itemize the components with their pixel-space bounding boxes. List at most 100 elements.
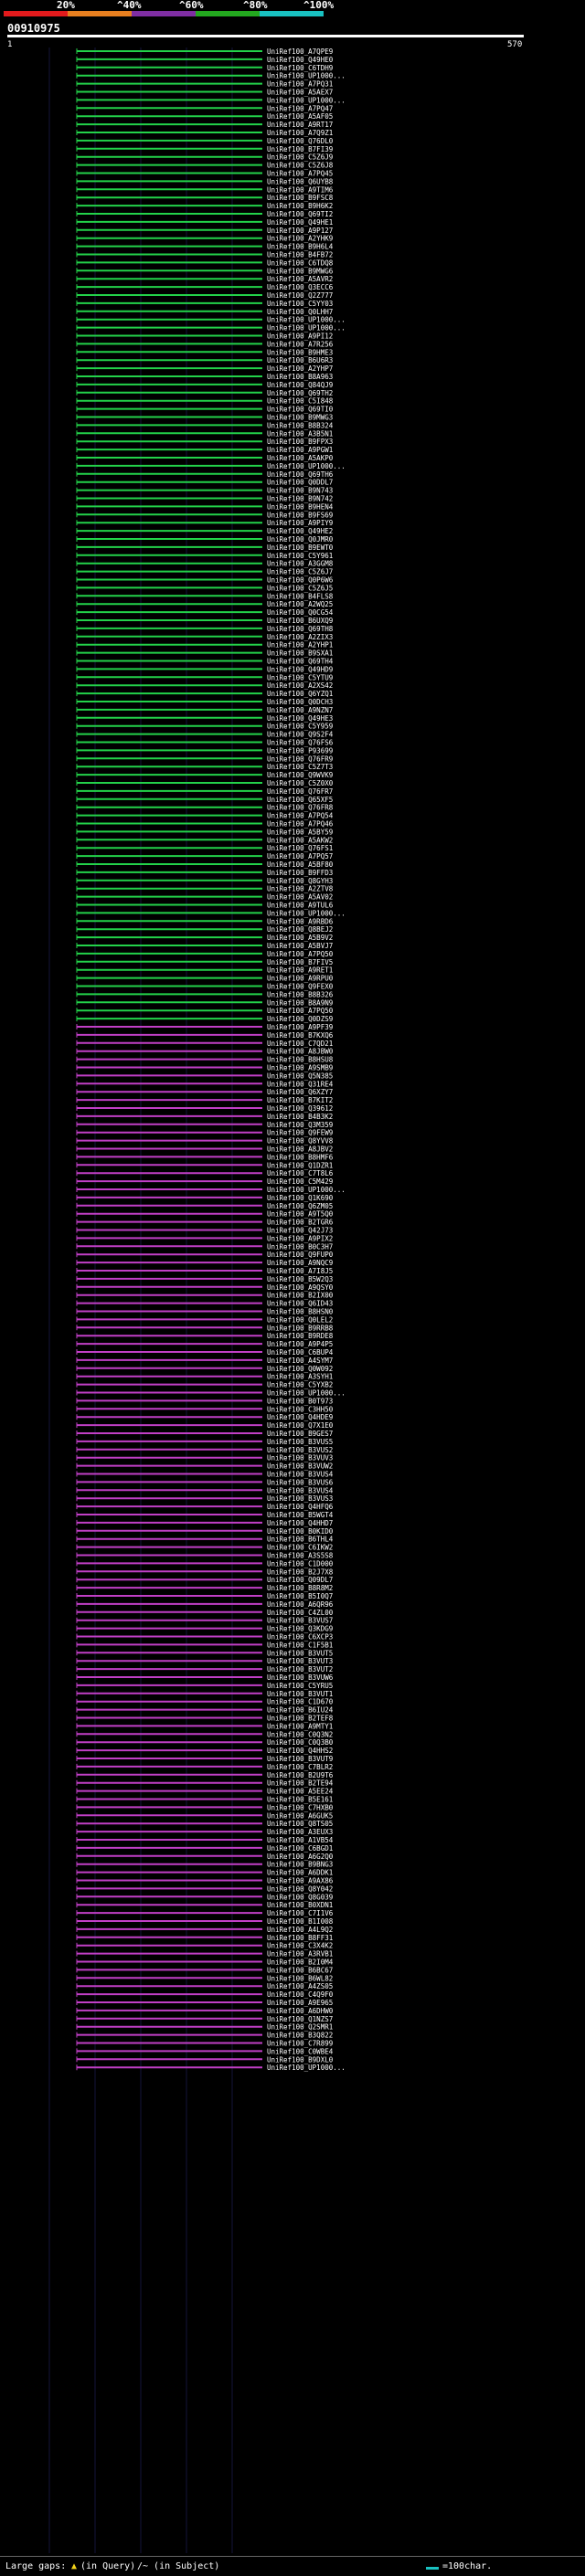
hit-row[interactable]: UniRef100_C5YXB2 bbox=[76, 1381, 333, 1389]
hit-label[interactable]: UniRef100_A6DHW0 bbox=[267, 2007, 334, 2015]
hit-row[interactable]: UniRef100_A5AEX7 bbox=[76, 89, 333, 97]
hit-row[interactable]: UniRef100_B1I008 bbox=[76, 1917, 334, 1926]
hit-row[interactable]: UniRef100_B6THL4 bbox=[76, 1536, 334, 1544]
hit-row[interactable]: UniRef100_A6DHW0 bbox=[76, 2007, 334, 2015]
hit-row[interactable]: UniRef100_B0T973 bbox=[76, 1397, 333, 1405]
hit-label[interactable]: UniRef100_C5Z6J7 bbox=[267, 568, 333, 576]
hit-label[interactable]: UniRef100_B9MWG6 bbox=[267, 267, 334, 275]
hit-row[interactable]: UniRef100_Q49HE1 bbox=[76, 218, 333, 227]
hit-row[interactable]: UniRef100_Q0LEL2 bbox=[76, 1315, 333, 1324]
hit-label[interactable]: UniRef100_A2WQ25 bbox=[267, 600, 333, 608]
hit-label[interactable]: UniRef100_B3VUS6 bbox=[267, 1478, 334, 1486]
hit-label[interactable]: UniRef100_C5Y959 bbox=[267, 723, 333, 731]
hit-row[interactable]: UniRef100_B9H6K2 bbox=[76, 202, 333, 210]
hit-label[interactable]: UniRef100_Q9FEW9 bbox=[267, 1129, 333, 1137]
hit-row[interactable]: UniRef100_Q4HDE9 bbox=[76, 1413, 333, 1421]
hit-row[interactable]: UniRef100_B6IU24 bbox=[76, 1706, 334, 1715]
hit-row[interactable]: UniRef100_A9P4P5 bbox=[76, 1340, 333, 1348]
hit-row[interactable]: UniRef100_A3EUX3 bbox=[76, 1828, 333, 1836]
hit-label[interactable]: UniRef100_Q4HHS2 bbox=[267, 1747, 333, 1755]
hit-row[interactable]: UniRef100_A3RVB1 bbox=[76, 1950, 333, 1958]
hit-label[interactable]: UniRef100_B8B324 bbox=[267, 421, 334, 429]
hit-label[interactable]: UniRef100_UP1000... bbox=[267, 462, 346, 470]
hit-row[interactable]: UniRef100_Q0W092 bbox=[76, 1365, 333, 1373]
hit-label[interactable]: UniRef100_B3VUS4 bbox=[267, 1471, 334, 1479]
hit-label[interactable]: UniRef100_C3HH50 bbox=[267, 1405, 334, 1413]
hit-label[interactable]: UniRef100_A8JBW0 bbox=[267, 1048, 334, 1056]
hit-row[interactable]: UniRef100_A3B5N1 bbox=[76, 429, 333, 438]
hit-row[interactable]: UniRef100_A5BVJ7 bbox=[76, 942, 333, 950]
hit-row[interactable]: UniRef100_A5EE24 bbox=[76, 1788, 334, 1796]
hit-row[interactable]: UniRef100_B5I0Q7 bbox=[76, 1592, 333, 1600]
hit-row[interactable]: UniRef100_A7QPE9 bbox=[76, 48, 333, 56]
hit-label[interactable]: UniRef100_Q0CG54 bbox=[267, 608, 334, 617]
hit-label[interactable]: UniRef100_A3S5S8 bbox=[267, 1552, 334, 1560]
hit-row[interactable]: UniRef100_Q42J73 bbox=[76, 1227, 333, 1235]
hit-label[interactable]: UniRef100_B9HME3 bbox=[267, 348, 333, 356]
hit-label[interactable]: UniRef100_Q49HE1 bbox=[267, 218, 333, 227]
hit-row[interactable]: UniRef100_Q9FEW9 bbox=[76, 1129, 333, 1137]
hit-label[interactable]: UniRef100_C4ZL00 bbox=[267, 1609, 334, 1617]
hit-row[interactable]: UniRef100_B3VUT2 bbox=[76, 1665, 333, 1673]
hit-label[interactable]: UniRef100_A7PQ54 bbox=[267, 812, 334, 820]
hit-row[interactable]: UniRef100_A7PQ31 bbox=[76, 80, 333, 89]
hit-label[interactable]: UniRef100_C5YY03 bbox=[267, 300, 333, 308]
hit-row[interactable]: UniRef100_A5BF80 bbox=[76, 860, 334, 869]
hit-label[interactable]: UniRef100_Q0LHH7 bbox=[267, 308, 333, 316]
hit-label[interactable]: UniRef100_B6IU24 bbox=[267, 1706, 334, 1715]
hit-row[interactable]: UniRef100_B3VUS4 bbox=[76, 1471, 334, 1479]
hit-label[interactable]: UniRef100_A5AV02 bbox=[267, 893, 333, 902]
hit-row[interactable]: UniRef100_B2J7X8 bbox=[76, 1568, 334, 1576]
hit-row[interactable]: UniRef100_C5Z6J5 bbox=[76, 584, 333, 592]
hit-label[interactable]: UniRef100_A7PQ46 bbox=[267, 820, 334, 829]
hit-label[interactable]: UniRef100_B3VUT2 bbox=[267, 1665, 333, 1673]
hit-label[interactable]: UniRef100_B9H6K2 bbox=[267, 202, 333, 210]
hit-row[interactable]: UniRef100_B4FLS8 bbox=[76, 592, 334, 600]
hit-row[interactable]: UniRef100_A5AVR2 bbox=[76, 275, 333, 283]
hit-label[interactable]: UniRef100_Q8YVV8 bbox=[267, 1137, 334, 1145]
hit-label[interactable]: UniRef100_C5YRU5 bbox=[267, 1682, 333, 1690]
hit-label[interactable]: UniRef100_B9DXL0 bbox=[267, 2055, 334, 2064]
hit-row[interactable]: UniRef100_UP1000... bbox=[76, 909, 346, 917]
hit-row[interactable]: UniRef100_B0KID0 bbox=[76, 1527, 334, 1536]
hit-row[interactable]: UniRef100_C5Z7T3 bbox=[76, 763, 333, 771]
hit-label[interactable]: UniRef100_B5E161 bbox=[267, 1796, 333, 1804]
hit-label[interactable]: UniRef100_A6DDK1 bbox=[267, 1869, 333, 1877]
hit-row[interactable]: UniRef100_UP1000... bbox=[76, 462, 346, 470]
hit-label[interactable]: UniRef100_Q3KDG9 bbox=[267, 1625, 333, 1633]
hit-label[interactable]: UniRef100_Q6YZQ1 bbox=[267, 690, 333, 698]
hit-label[interactable]: UniRef100_Q0DDL7 bbox=[267, 479, 333, 487]
hit-label[interactable]: UniRef100_Q0DZS9 bbox=[267, 1015, 333, 1023]
hit-row[interactable]: UniRef100_B9MWG3 bbox=[76, 414, 333, 422]
hit-label[interactable]: UniRef100_Q0W092 bbox=[267, 1365, 333, 1373]
hit-row[interactable]: UniRef100_B8FF31 bbox=[76, 1934, 333, 1942]
hit-label[interactable]: UniRef100_Q0DCH3 bbox=[267, 698, 333, 706]
hit-row[interactable]: UniRef100_C3HH50 bbox=[76, 1405, 334, 1413]
hit-row[interactable]: UniRef100_Q0CG54 bbox=[76, 608, 334, 617]
hit-row[interactable]: UniRef100_A7R256 bbox=[76, 340, 334, 348]
hit-row[interactable]: UniRef100_A9PGW1 bbox=[76, 446, 333, 454]
hit-row[interactable]: UniRef100_Q6XZY7 bbox=[76, 1088, 333, 1096]
hit-label[interactable]: UniRef100_Q8GYH3 bbox=[267, 877, 333, 885]
hit-row[interactable]: UniRef100_Q1K690 bbox=[76, 1194, 334, 1202]
hit-row[interactable]: UniRef100_A5AV02 bbox=[76, 893, 333, 902]
hit-row[interactable]: UniRef100_B3VUW6 bbox=[76, 1673, 334, 1682]
hit-label[interactable]: UniRef100_A5BF80 bbox=[267, 860, 334, 869]
hit-row[interactable]: UniRef100_A7Q9Z1 bbox=[76, 129, 333, 137]
hit-label[interactable]: UniRef100_A5AKW2 bbox=[267, 836, 333, 844]
hit-label[interactable]: UniRef100_B3VUS5 bbox=[267, 1438, 333, 1446]
hit-row[interactable]: UniRef100_UP1000... bbox=[76, 316, 346, 324]
hit-row[interactable]: UniRef100_B0XDN1 bbox=[76, 1901, 333, 1909]
hit-label[interactable]: UniRef100_A6QR96 bbox=[267, 1600, 334, 1609]
hit-label[interactable]: UniRef100_Q2SMR1 bbox=[267, 2023, 333, 2032]
hit-label[interactable]: UniRef100_B3VUT3 bbox=[267, 1657, 333, 1665]
hit-row[interactable]: UniRef100_B6BC67 bbox=[76, 1966, 333, 1974]
hit-row[interactable]: UniRef100_UP1000... bbox=[76, 1186, 346, 1194]
hit-label[interactable]: UniRef100_UP1000... bbox=[267, 1186, 346, 1194]
hit-label[interactable]: UniRef100_C6BGD1 bbox=[267, 1844, 333, 1853]
hit-label[interactable]: UniRef100_Q49HE3 bbox=[267, 714, 333, 723]
hit-label[interactable]: UniRef100_A9RET1 bbox=[267, 966, 333, 975]
hit-label[interactable]: UniRef100_Q76DL0 bbox=[267, 137, 334, 145]
hit-row[interactable]: UniRef100_A5AKP0 bbox=[76, 454, 334, 462]
hit-label[interactable]: UniRef100_A3B5N1 bbox=[267, 429, 333, 438]
